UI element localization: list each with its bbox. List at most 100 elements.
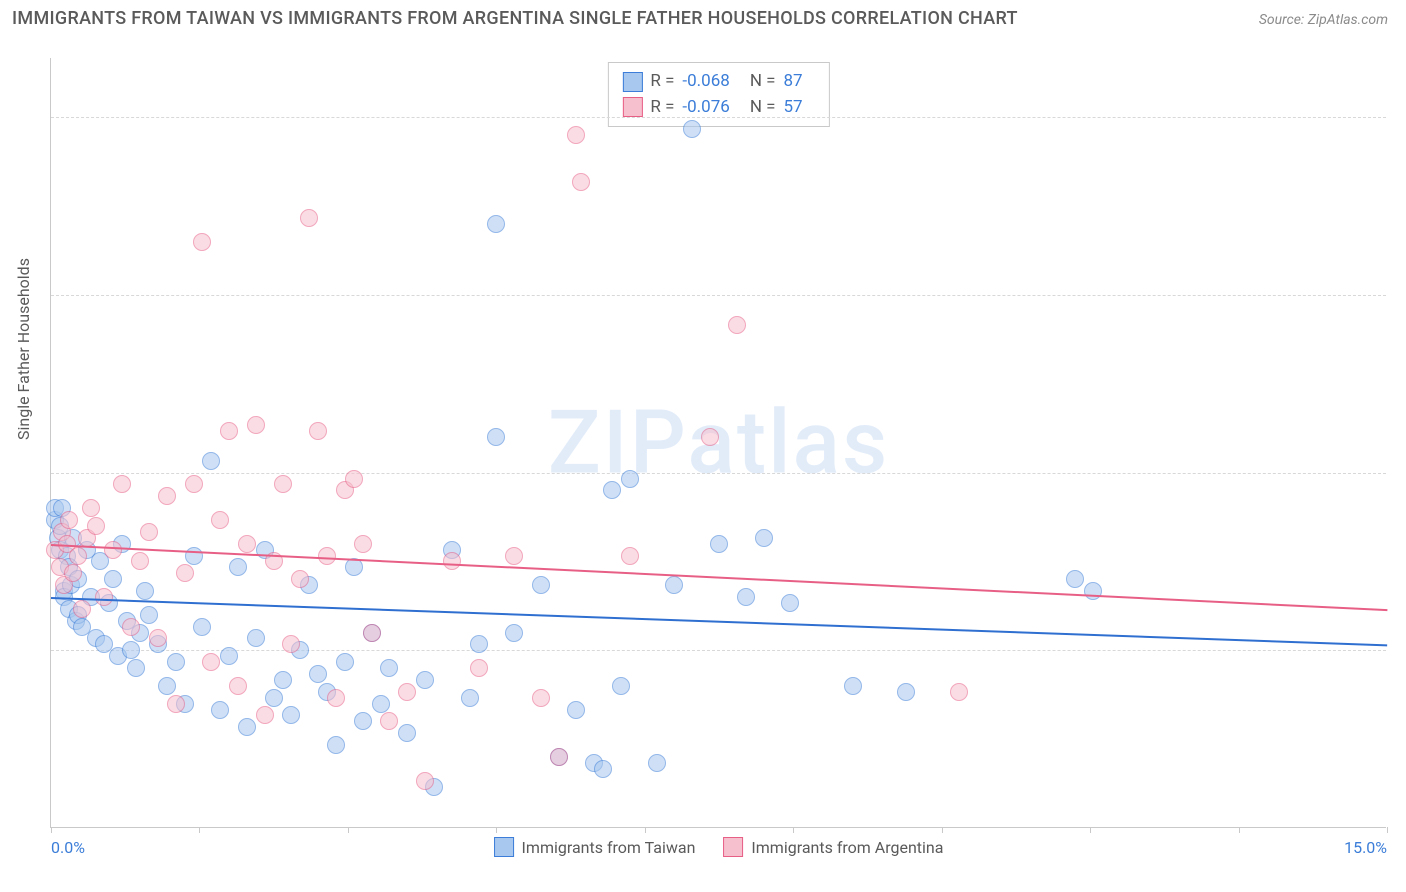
scatter-point-series-1 bbox=[327, 736, 345, 754]
plot-area: ZIPatlas R = -0.068 N = 87 R = -0.076 N … bbox=[50, 58, 1386, 828]
scatter-point-series-1 bbox=[470, 635, 488, 653]
scatter-point-series-1 bbox=[398, 724, 416, 742]
x-tick bbox=[942, 827, 943, 833]
x-tick bbox=[1090, 827, 1091, 833]
scatter-point-series-2 bbox=[256, 706, 274, 724]
scatter-point-series-1 bbox=[220, 647, 238, 665]
swatch-series-1 bbox=[494, 837, 514, 857]
x-tick-label: 15.0% bbox=[1344, 838, 1387, 857]
x-tick bbox=[645, 827, 646, 833]
scatter-point-series-1 bbox=[1066, 570, 1084, 588]
r-label: R = bbox=[650, 95, 674, 121]
r-value-2: -0.076 bbox=[682, 95, 729, 121]
scatter-point-series-2 bbox=[229, 677, 247, 695]
scatter-point-series-1 bbox=[211, 701, 229, 719]
trendline-series-2 bbox=[51, 544, 1387, 611]
x-tick bbox=[793, 827, 794, 833]
scatter-point-series-2 bbox=[87, 517, 105, 535]
scatter-point-series-1 bbox=[594, 760, 612, 778]
bottom-legend: Immigrants from Taiwan Immigrants from A… bbox=[494, 837, 944, 857]
scatter-point-series-2 bbox=[176, 564, 194, 582]
gridline bbox=[51, 295, 1386, 296]
scatter-point-series-2 bbox=[300, 209, 318, 227]
scatter-point-series-1 bbox=[238, 718, 256, 736]
x-tick bbox=[1239, 827, 1240, 833]
scatter-point-series-1 bbox=[755, 529, 773, 547]
y-tick-label: 6.0% bbox=[1394, 108, 1406, 127]
x-tick bbox=[51, 827, 52, 833]
scatter-point-series-1 bbox=[193, 618, 211, 636]
r-value-1: -0.068 bbox=[682, 69, 729, 95]
scatter-point-series-2 bbox=[193, 233, 211, 251]
scatter-point-series-2 bbox=[167, 695, 185, 713]
scatter-point-series-1 bbox=[781, 594, 799, 612]
scatter-point-series-2 bbox=[220, 422, 238, 440]
scatter-point-series-2 bbox=[398, 683, 416, 701]
scatter-point-series-2 bbox=[202, 653, 220, 671]
scatter-point-series-1 bbox=[247, 629, 265, 647]
scatter-point-series-2 bbox=[291, 570, 309, 588]
scatter-point-series-1 bbox=[487, 428, 505, 446]
scatter-point-series-1 bbox=[336, 653, 354, 671]
scatter-point-series-2 bbox=[247, 416, 265, 434]
scatter-point-series-1 bbox=[140, 606, 158, 624]
scatter-point-series-1 bbox=[737, 588, 755, 606]
y-tick-label: 4.5% bbox=[1394, 285, 1406, 304]
scatter-point-series-2 bbox=[64, 564, 82, 582]
swatch-series-2 bbox=[723, 837, 743, 857]
n-label: N = bbox=[750, 95, 776, 121]
scatter-point-series-1 bbox=[202, 452, 220, 470]
scatter-point-series-2 bbox=[470, 659, 488, 677]
scatter-point-series-2 bbox=[211, 511, 229, 529]
scatter-point-series-1 bbox=[532, 576, 550, 594]
scatter-point-series-2 bbox=[185, 475, 203, 493]
scatter-point-series-1 bbox=[265, 689, 283, 707]
scatter-point-series-2 bbox=[416, 772, 434, 790]
scatter-point-series-2 bbox=[282, 635, 300, 653]
watermark: ZIPatlas bbox=[548, 391, 890, 494]
scatter-point-series-2 bbox=[701, 428, 719, 446]
scatter-point-series-2 bbox=[354, 535, 372, 553]
scatter-point-series-1 bbox=[416, 671, 434, 689]
scatter-point-series-1 bbox=[621, 470, 639, 488]
scatter-point-series-2 bbox=[327, 689, 345, 707]
scatter-point-series-2 bbox=[567, 126, 585, 144]
scatter-point-series-1 bbox=[612, 677, 630, 695]
scatter-point-series-1 bbox=[1084, 582, 1102, 600]
y-axis-label: Single Father Households bbox=[14, 258, 33, 440]
n-value-2: 57 bbox=[784, 95, 803, 121]
scatter-point-series-2 bbox=[309, 422, 327, 440]
scatter-point-series-2 bbox=[113, 475, 131, 493]
r-label: R = bbox=[650, 69, 674, 95]
scatter-point-series-2 bbox=[621, 547, 639, 565]
scatter-point-series-1 bbox=[567, 701, 585, 719]
scatter-point-series-2 bbox=[95, 588, 113, 606]
scatter-point-series-1 bbox=[354, 712, 372, 730]
gridline bbox=[51, 473, 1386, 474]
scatter-point-series-2 bbox=[238, 535, 256, 553]
scatter-point-series-2 bbox=[122, 618, 140, 636]
scatter-point-series-2 bbox=[158, 487, 176, 505]
scatter-point-series-1 bbox=[505, 624, 523, 642]
gridline bbox=[51, 650, 1386, 651]
scatter-point-series-2 bbox=[318, 547, 336, 565]
scatter-point-series-1 bbox=[122, 641, 140, 659]
legend-item-2: Immigrants from Argentina bbox=[723, 837, 943, 857]
scatter-point-series-1 bbox=[136, 582, 154, 600]
source-attribution: Source: ZipAtlas.com bbox=[1259, 12, 1388, 28]
stats-row-2: R = -0.076 N = 57 bbox=[622, 95, 814, 121]
scatter-point-series-2 bbox=[60, 511, 78, 529]
scatter-point-series-2 bbox=[950, 683, 968, 701]
legend-label-1: Immigrants from Taiwan bbox=[522, 838, 696, 857]
scatter-point-series-1 bbox=[487, 215, 505, 233]
scatter-point-series-1 bbox=[282, 706, 300, 724]
n-label: N = bbox=[750, 69, 776, 95]
scatter-point-series-2 bbox=[104, 541, 122, 559]
scatter-point-series-1 bbox=[683, 120, 701, 138]
scatter-point-series-2 bbox=[532, 689, 550, 707]
scatter-point-series-1 bbox=[167, 653, 185, 671]
scatter-point-series-1 bbox=[158, 677, 176, 695]
chart-title: IMMIGRANTS FROM TAIWAN VS IMMIGRANTS FRO… bbox=[12, 8, 1018, 29]
scatter-point-series-1 bbox=[603, 481, 621, 499]
scatter-point-series-2 bbox=[149, 629, 167, 647]
